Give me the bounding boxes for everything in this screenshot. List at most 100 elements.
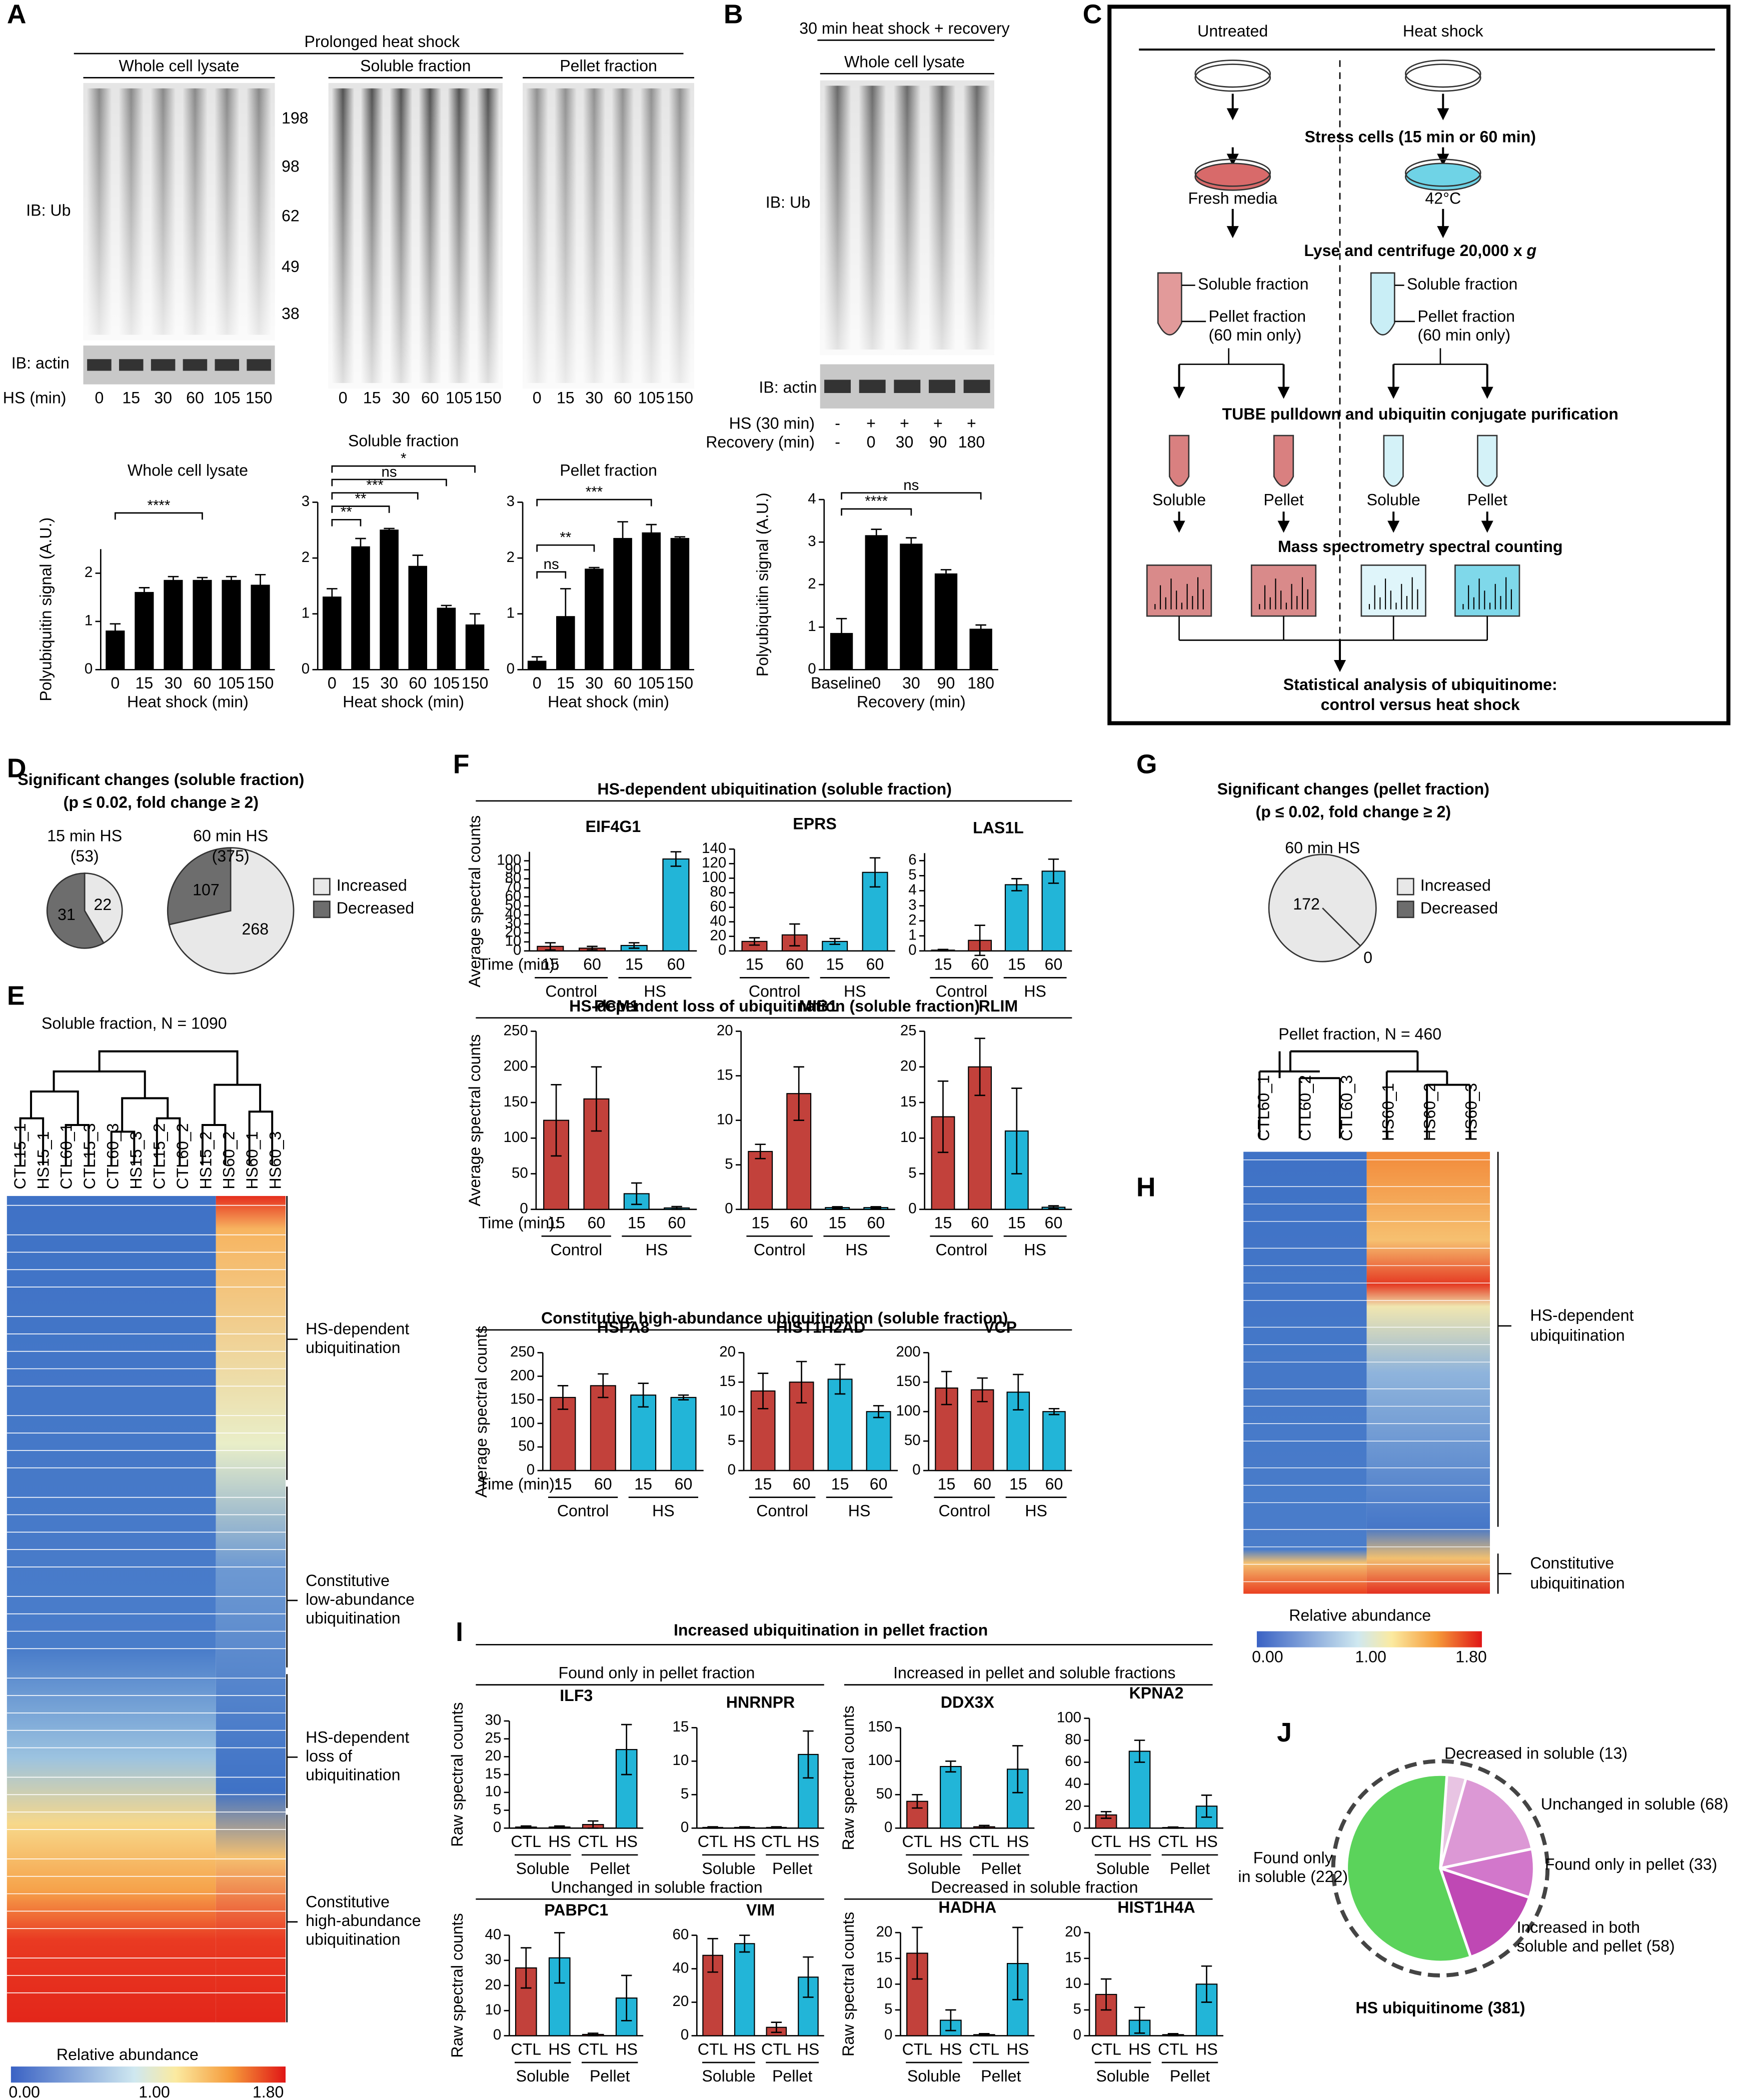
blot	[83, 346, 275, 384]
panel-label: C	[1083, 0, 1102, 29]
x-tick-label: 15	[547, 1214, 565, 1232]
label: Constitutive high-abundance ubiquitinati…	[541, 1309, 1008, 1327]
y-axis-label: Raw spectral counts	[448, 1913, 466, 2058]
error-bar	[589, 566, 600, 572]
x-tick-label: 60	[1045, 1214, 1063, 1232]
group-label: Pellet	[590, 2067, 630, 2085]
y-tick-label: 40	[710, 912, 726, 929]
panel-label: I	[456, 1618, 463, 1647]
bar	[323, 596, 342, 670]
lane-label: 105	[214, 389, 241, 407]
actin-band	[859, 380, 886, 394]
significance: ns	[382, 464, 397, 480]
y-tick-label: 0	[884, 2026, 892, 2043]
error-bar	[832, 1206, 843, 1210]
label: IB: Ub	[766, 194, 810, 212]
y-tick-label: 15	[1065, 1950, 1081, 1966]
y-tick-label: 2	[85, 564, 93, 580]
label: HS (min)	[3, 389, 67, 407]
label: 30 min heat shock + recovery	[799, 19, 1010, 37]
y-tick-label: 120	[702, 854, 726, 871]
label: HS-dependent	[306, 1320, 409, 1338]
group-label: HS	[646, 1240, 668, 1258]
pie-slice	[1438, 1776, 1534, 1870]
y-tick-label: 2	[808, 576, 816, 592]
panel-label: F	[453, 750, 470, 779]
lane-label: 60	[614, 389, 632, 407]
x-tick-label: CTL	[761, 2040, 792, 2058]
label: Constitutive	[1530, 1554, 1614, 1572]
y-tick-label: 150	[510, 1390, 535, 1407]
error-bar	[977, 1377, 988, 1402]
lane-label: +	[933, 414, 943, 432]
actin-band	[963, 380, 990, 394]
error-bar	[551, 1084, 562, 1157]
error-bar	[110, 623, 121, 639]
y-tick-label: 5	[725, 1156, 733, 1172]
label: Time (min):	[479, 956, 559, 974]
error-bar	[441, 604, 452, 612]
error-bar	[937, 1080, 949, 1154]
error-bar	[168, 576, 179, 585]
chart-title: HS ubiquitinome (381)	[1355, 1998, 1525, 2016]
y-tick-label: 1	[507, 604, 515, 621]
lane-label: 60	[421, 389, 439, 407]
y-tick-label: 40	[672, 1960, 689, 1976]
y-tick-label: 0	[493, 2026, 501, 2043]
chart-title: VCP	[984, 1318, 1017, 1336]
error-bar	[598, 1373, 609, 1398]
error-bar	[1048, 858, 1059, 884]
chart-title: PABPC1	[544, 1901, 608, 1919]
significance-bracket	[841, 492, 982, 500]
group-label: Control	[756, 1502, 808, 1520]
y-tick-label: 80	[710, 884, 726, 900]
significance: ns	[903, 477, 919, 494]
diagram-frame	[1107, 4, 1730, 726]
error-bar	[803, 1956, 814, 1998]
x-tick-label: 150	[462, 674, 489, 692]
x-tick-label: 180	[967, 674, 994, 692]
bar	[1004, 884, 1029, 952]
lane-label: 30	[392, 389, 410, 407]
mw-label: 62	[282, 206, 300, 224]
chart-title: ILF3	[560, 1686, 593, 1704]
slice-label: Increased in both	[1517, 1918, 1640, 1936]
panel-label: H	[1136, 1173, 1156, 1202]
x-tick-label: 0	[328, 674, 337, 692]
label: 60 min HS	[1285, 839, 1360, 857]
error-bar	[941, 1370, 952, 1406]
slice-label: Decreased in soluble (13)	[1444, 1744, 1627, 1762]
label: 15 min HS	[47, 827, 122, 845]
group-label: Pellet	[772, 2067, 812, 2085]
bar	[934, 573, 958, 670]
y-axis-label: Raw spectral counts	[839, 1912, 857, 2056]
label: Whole cell lysate	[119, 56, 240, 74]
x-tick-label: 15	[831, 1475, 849, 1493]
x-tick-label: 15	[541, 956, 559, 974]
panel-label: D	[7, 754, 27, 783]
x-tick-label: 30	[165, 674, 183, 692]
x-tick-label: CTL	[761, 1832, 792, 1850]
y-tick-label: 20	[900, 1058, 917, 1074]
pie-ring	[1331, 1759, 1550, 1978]
error-bar	[355, 538, 366, 556]
x-tick-label: HS	[1195, 1832, 1218, 1850]
lane-label: 150	[475, 389, 502, 407]
chart-title: Whole cell lysate	[128, 461, 248, 479]
chart-title: HNRNPR	[726, 1694, 795, 1712]
x-tick-label: 60	[614, 674, 632, 692]
x-tick-label: 60	[668, 1214, 686, 1232]
group-label: Pellet	[981, 2067, 1021, 2085]
label: HS-dependent	[306, 1728, 409, 1746]
y-tick-label: 0	[884, 1819, 892, 1836]
bar	[1041, 870, 1066, 952]
y-tick-label: 50	[505, 896, 522, 913]
chart-title: Pellet fraction	[560, 461, 657, 479]
error-bar	[1201, 1965, 1212, 2003]
y-tick-label: 0	[85, 660, 93, 677]
x-tick-label: 15	[934, 956, 952, 974]
group-label: Control	[545, 982, 597, 1000]
y-tick-label: 5	[681, 1786, 689, 1802]
error-bar	[617, 521, 628, 556]
error-bar	[1201, 1794, 1212, 1818]
